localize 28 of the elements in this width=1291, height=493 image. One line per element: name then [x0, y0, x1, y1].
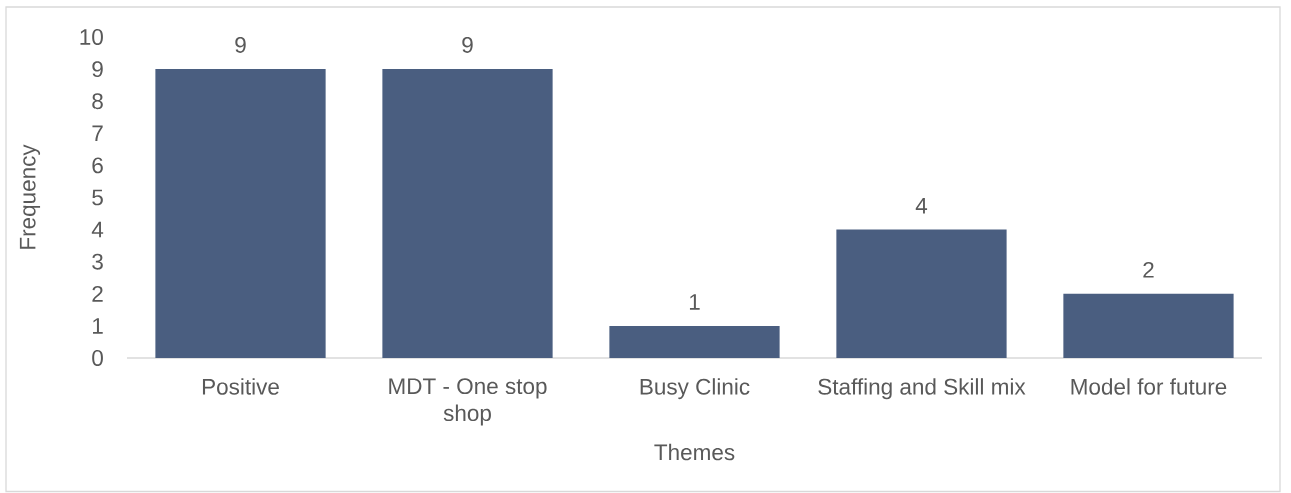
- y-tick-label: 4: [91, 221, 104, 238]
- y-tick-label: 7: [92, 125, 103, 142]
- x-tick-label: MDT - One stop shop: [389, 378, 547, 426]
- y-tick-label: 6: [92, 157, 103, 174]
- data-label: 2: [1143, 261, 1154, 278]
- y-tick-label: 3: [92, 253, 103, 270]
- y-tick-label: 9: [92, 61, 103, 78]
- y-tick-label: 8: [92, 93, 103, 110]
- bar: [155, 69, 326, 358]
- y-tick-label: 5: [92, 189, 103, 206]
- bar: [836, 229, 1007, 358]
- data-label: 9: [235, 36, 246, 53]
- y-tick-label: 10: [80, 29, 103, 45]
- x-tick-label: Busy Clinic: [640, 378, 750, 400]
- bar: [609, 325, 780, 358]
- x-axis-title: Themes: [654, 443, 735, 461]
- x-tick-label: Positive: [202, 378, 279, 395]
- y-tick-label: 2: [92, 285, 103, 302]
- data-label: 4: [915, 197, 928, 214]
- y-tick-label: 1: [93, 318, 103, 334]
- y-axis-title: Frequency: [19, 144, 41, 249]
- y-tick-label: 0: [92, 350, 103, 366]
- x-tick-label: Model for future: [1071, 378, 1227, 395]
- data-label: 1: [689, 294, 700, 310]
- bar: [382, 69, 553, 358]
- bar: [1063, 293, 1234, 358]
- x-tick-label: Staffing and Skill mix: [818, 378, 1026, 400]
- data-label: 9: [462, 36, 473, 53]
